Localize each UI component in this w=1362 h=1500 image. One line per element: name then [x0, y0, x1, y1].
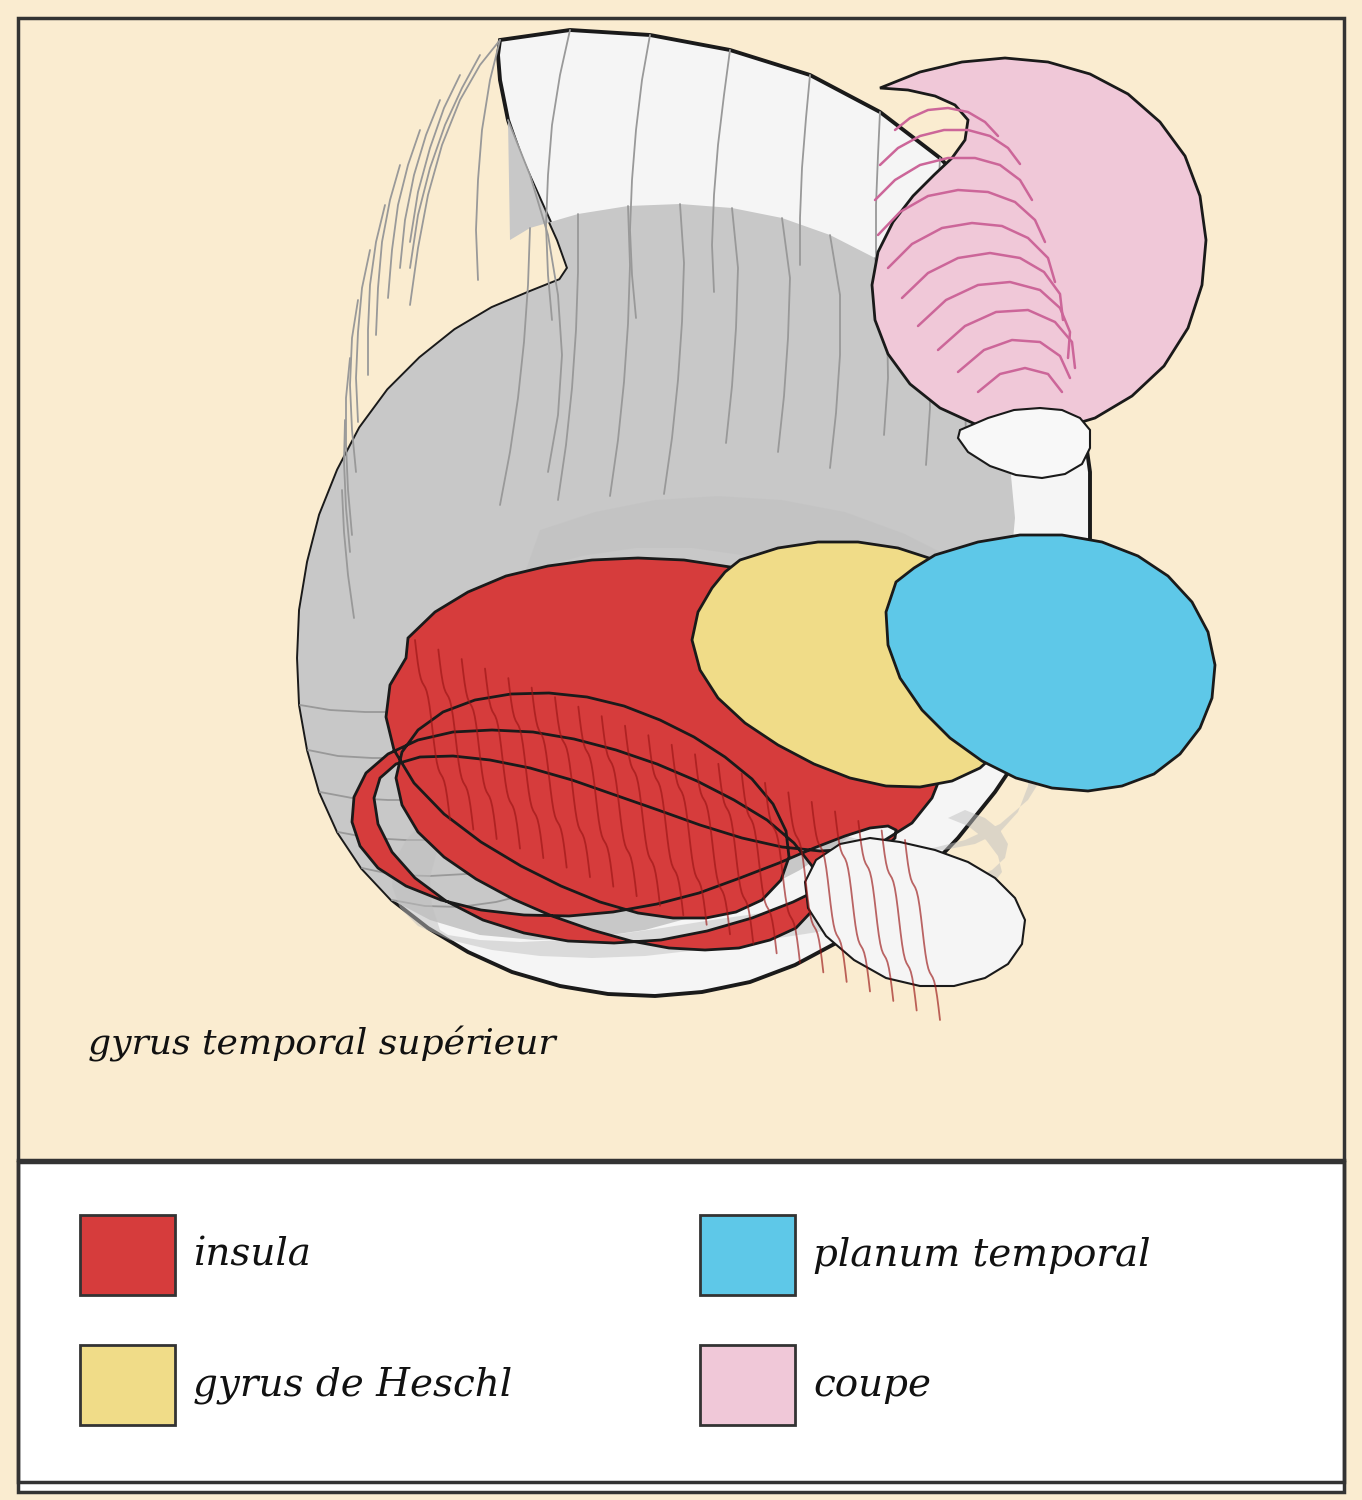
Bar	[80, 1215, 174, 1294]
Polygon shape	[805, 839, 1026, 986]
Polygon shape	[392, 496, 1058, 958]
Text: gyrus de Heschl: gyrus de Heschl	[193, 1366, 512, 1404]
Polygon shape	[298, 30, 1090, 996]
Polygon shape	[298, 120, 1015, 941]
Bar	[700, 1346, 795, 1425]
Text: gyrus temporal supérieur: gyrus temporal supérieur	[89, 1026, 556, 1062]
Polygon shape	[887, 536, 1215, 790]
Polygon shape	[692, 542, 1026, 788]
Bar	[18, 1162, 1344, 1492]
Bar	[700, 1215, 795, 1294]
Polygon shape	[872, 58, 1205, 432]
Text: coupe: coupe	[813, 1366, 932, 1404]
Polygon shape	[351, 558, 947, 950]
Polygon shape	[957, 408, 1090, 479]
Text: insula: insula	[193, 1236, 311, 1274]
Text: planum temporal: planum temporal	[813, 1236, 1151, 1274]
Bar	[80, 1346, 174, 1425]
